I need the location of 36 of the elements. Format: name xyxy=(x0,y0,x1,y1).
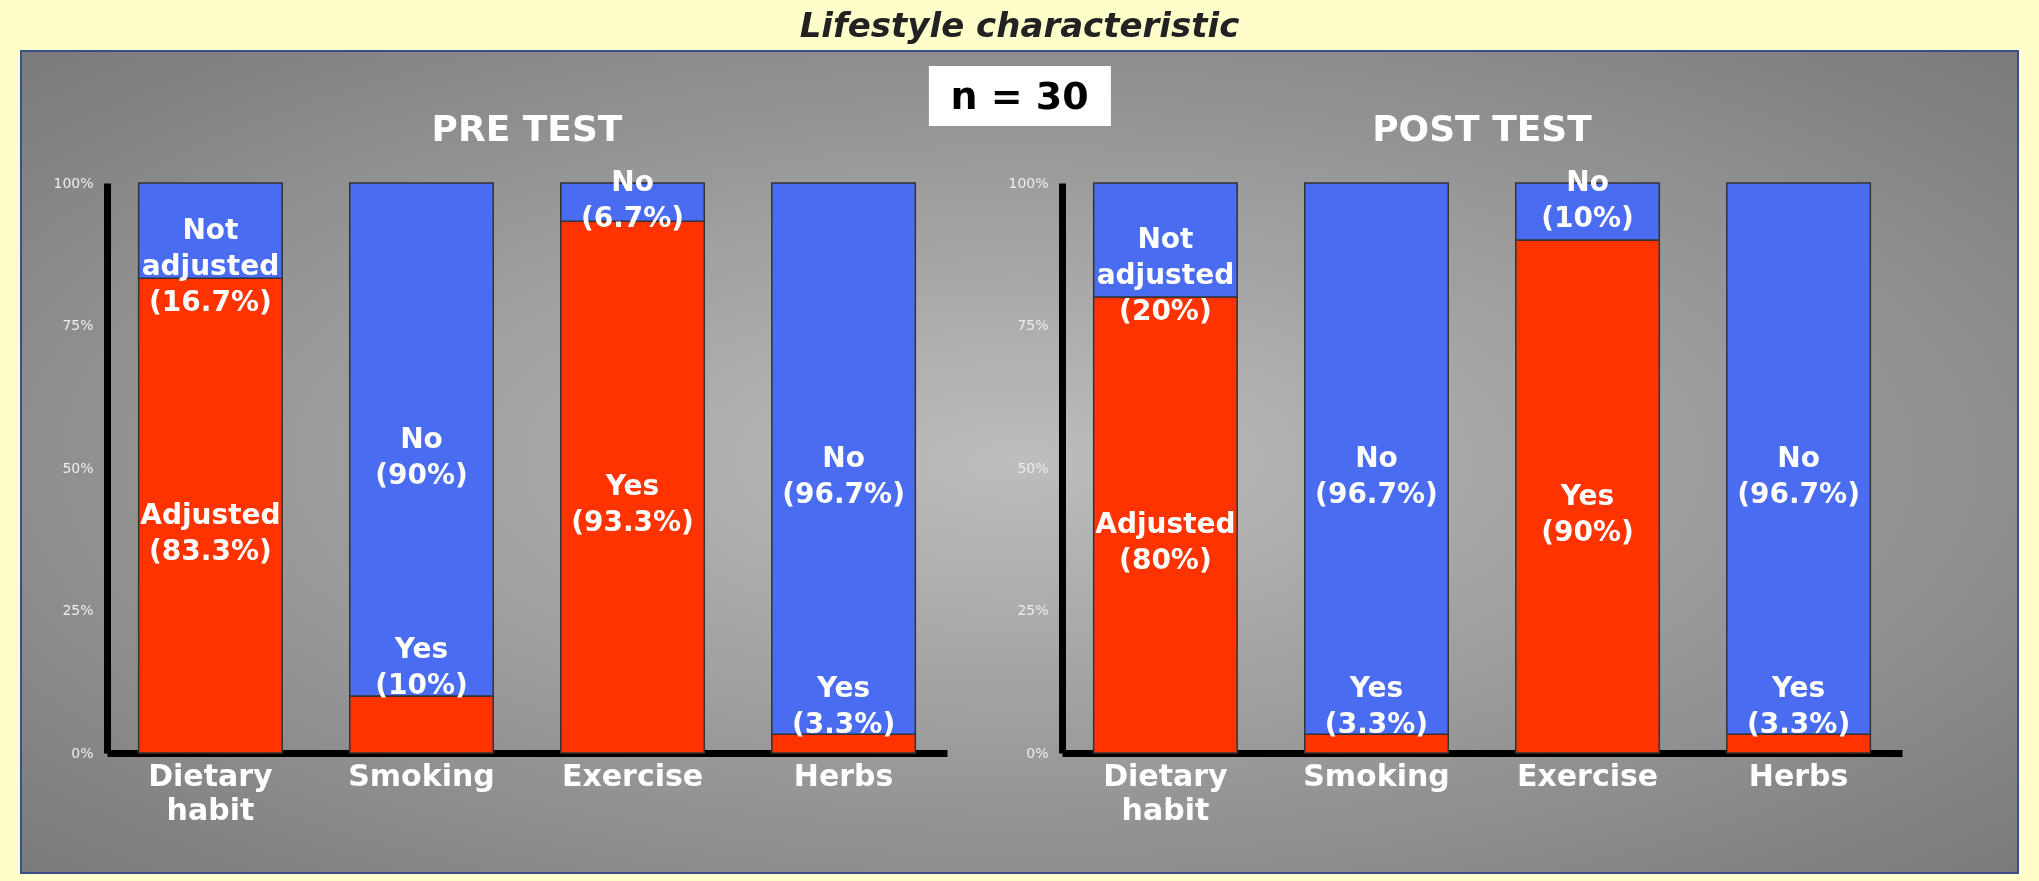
data-label: No (10%) xyxy=(1541,165,1634,234)
x-tick-label: Dietary habit xyxy=(148,757,274,827)
data-label: No (96.7%) xyxy=(782,440,905,510)
chart-title: PRE TEST xyxy=(431,108,623,149)
text: n = 30 xyxy=(928,66,1111,126)
data-label: Yes (93.3%) xyxy=(571,469,694,539)
y-tick-label: 75% xyxy=(62,317,94,333)
y-tick-label: 25% xyxy=(62,602,94,618)
text: Lifestyle characteristic xyxy=(798,4,1241,47)
x-tick-label: Exercise xyxy=(561,757,704,793)
data-label: Adjusted (83.3%) xyxy=(140,497,281,567)
data-label: Adjusted (80%) xyxy=(1095,507,1236,576)
x-tick-label: Smoking xyxy=(1303,757,1450,793)
x-tick-label: Exercise xyxy=(1516,757,1659,793)
data-label: No (96.7%) xyxy=(1737,440,1860,510)
chart-title: POST TEST xyxy=(1372,108,1593,149)
y-tick-label: 75% xyxy=(1017,317,1049,333)
y-tick-label: 25% xyxy=(1017,602,1049,618)
x-tick-label: Herbs xyxy=(1748,757,1849,793)
x-tick-label: Smoking xyxy=(348,757,495,793)
y-tick-label: 0% xyxy=(71,744,94,761)
data-label: Yes (10%) xyxy=(375,632,468,702)
data-label: No (96.7%) xyxy=(1315,440,1438,510)
data-label: No (90%) xyxy=(375,421,468,491)
x-tick-label: Dietary habit xyxy=(1103,757,1229,827)
data-label: Yes (3.3%) xyxy=(1324,670,1429,740)
data-label: Not adjusted (16.7%) xyxy=(141,212,280,318)
y-tick-label: 100% xyxy=(1008,174,1049,191)
data-label: Yes (90%) xyxy=(1541,478,1634,548)
x-tick-label: Herbs xyxy=(793,757,894,793)
data-label: Yes (3.3%) xyxy=(791,670,896,740)
y-tick-label: 100% xyxy=(53,174,94,191)
data-label: Not adjusted (20%) xyxy=(1096,222,1235,327)
data-label: Yes (3.3%) xyxy=(1746,670,1851,740)
y-tick-label: 50% xyxy=(62,459,94,476)
y-tick-label: 0% xyxy=(1026,744,1049,761)
